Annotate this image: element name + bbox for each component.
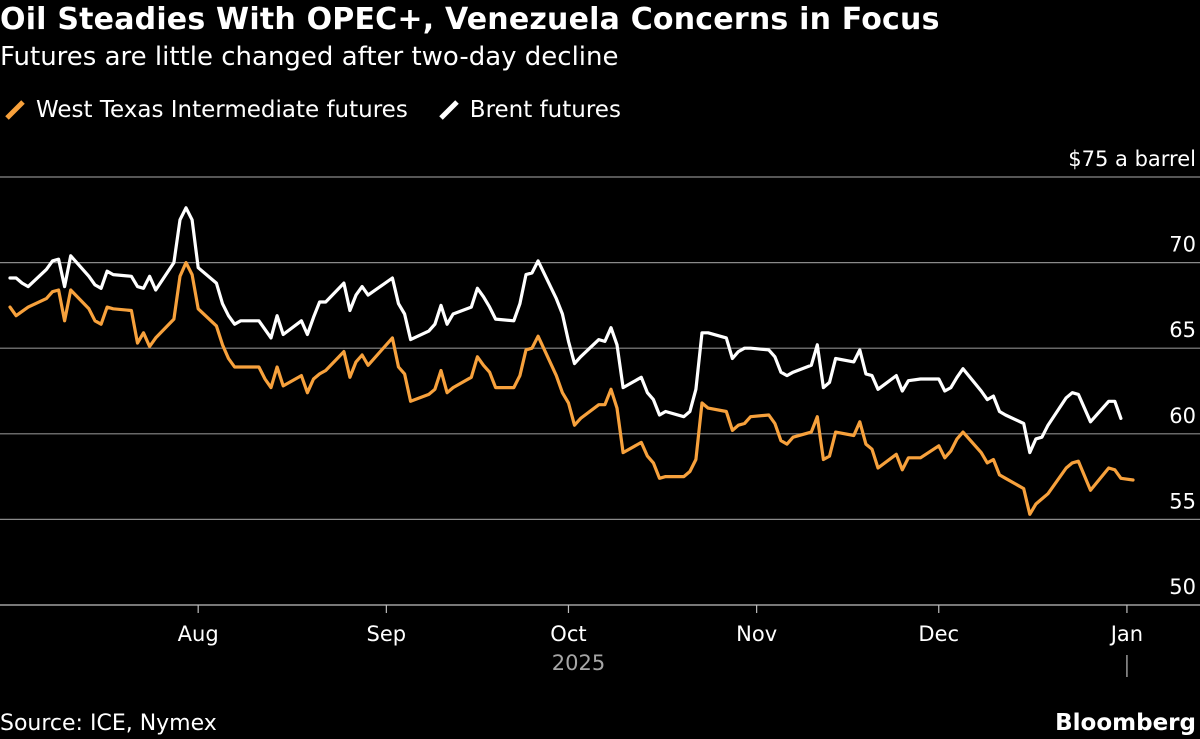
legend-item-brent: Brent futures [438, 97, 621, 123]
legend-swatch-brent-icon [439, 100, 459, 120]
legend-label-brent: Brent futures [469, 97, 621, 123]
legend-swatch-wti-icon [5, 100, 25, 120]
y-tick-label-70: 70 [1169, 233, 1196, 257]
y-tick-label-60: 60 [1169, 404, 1196, 428]
series-line-brent [8, 206, 1123, 455]
y-tick-label-50: 50 [1169, 575, 1196, 599]
chart-title: Oil Steadies With OPEC+, Venezuela Conce… [0, 2, 940, 37]
legend-label-wti: West Texas Intermediate futures [36, 97, 408, 123]
brand-logo: Bloomberg [1055, 710, 1196, 736]
y-tick-label-55: 55 [1169, 489, 1196, 513]
source-note: Source: ICE, Nymex [0, 711, 217, 736]
x-tick-label-dec: Dec [918, 622, 959, 646]
legend-item-wti: West Texas Intermediate futures [4, 97, 408, 123]
x-tick-label-sep: Sep [367, 622, 407, 646]
y-tick-label-65: 65 [1169, 318, 1196, 342]
series-line-wti [8, 261, 1135, 516]
x-tick-label-jan: Jan [1109, 622, 1143, 646]
chart-subtitle: Futures are little changed after two-day… [0, 42, 619, 72]
x-year-label: 2025 [552, 651, 605, 675]
x-tick-label-oct: Oct [550, 622, 586, 646]
legend: West Texas Intermediate futures Brent fu… [4, 97, 651, 123]
x-tick-label-nov: Nov [736, 622, 777, 646]
x-tick-label-aug: Aug [178, 622, 219, 646]
y-tick-label-75: $75 a barrel [1068, 147, 1196, 171]
